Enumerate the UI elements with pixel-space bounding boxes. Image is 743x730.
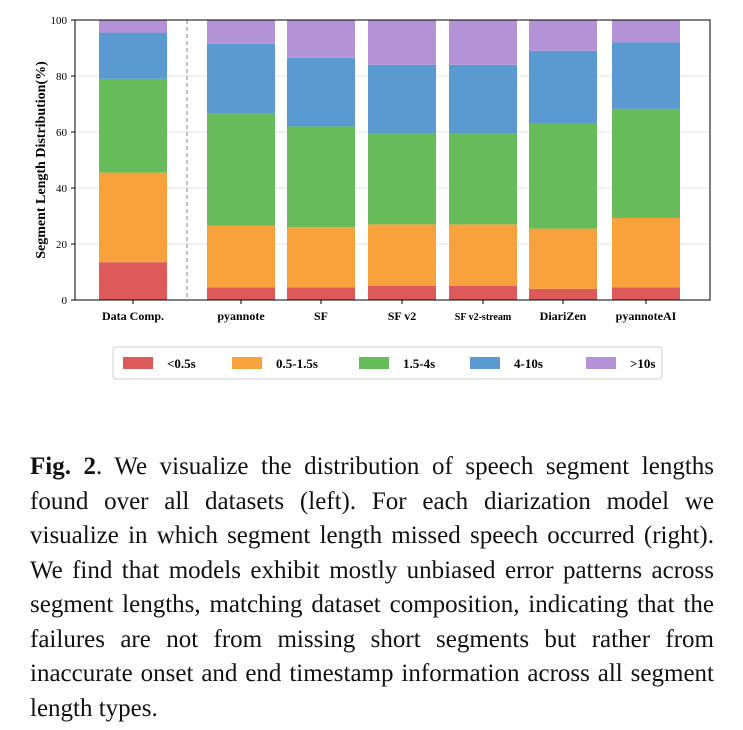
caption-text: . We visualize the distribution of speec… (30, 453, 715, 722)
x-tick-label: Data Comp. (102, 309, 164, 323)
legend-label: 1.5-4s (403, 356, 435, 371)
bar-segment (529, 20, 597, 51)
x-tick-label: DiariZen (540, 309, 587, 323)
bar-segment (529, 50, 597, 124)
y-tick-label: 80 (56, 71, 68, 83)
legend-swatch (586, 357, 616, 369)
bar-segment (449, 133, 517, 225)
bar-segment (612, 217, 680, 288)
bar-segment (529, 228, 597, 289)
y-axis-label: Segment Length Distribution(%) (34, 61, 49, 259)
bar-segment (449, 20, 517, 65)
legend-swatch (359, 357, 389, 369)
bar-segment (368, 133, 436, 225)
legend-label: 4-10s (514, 356, 543, 371)
bar-segment (449, 224, 517, 286)
legend-swatch (232, 357, 262, 369)
bar-segment (207, 20, 275, 44)
bar-segment (99, 262, 167, 300)
y-tick-label: 100 (51, 15, 68, 27)
legend-label: >10s (630, 356, 655, 371)
bar-segment (287, 126, 355, 228)
bar-segment (207, 225, 275, 288)
y-tick-label: 40 (56, 183, 68, 195)
bar-segment (99, 172, 167, 263)
bar-segment (287, 57, 355, 127)
legend: <0.5s 0.5-1.5s 1.5-4s 4-10s >10s (112, 346, 663, 380)
stacked-bar-chart: 0 20 40 60 80 100 Data Comp. pyannote SF SF v2 SF… (34, 15, 711, 380)
bar-segment (287, 287, 355, 300)
bar-segment (612, 20, 680, 43)
bar-segment (449, 286, 517, 300)
bar-segment (368, 224, 436, 286)
x-tick-label: SF v2 (388, 309, 417, 323)
y-axis-ticks: 0 20 40 60 80 100 (51, 15, 75, 307)
x-tick-label: SF (314, 309, 328, 323)
bar-segment (99, 20, 167, 33)
x-tick-label: SF v2-stream (455, 312, 512, 323)
bar-segment (368, 286, 436, 300)
bars (99, 20, 680, 300)
bar-segment (529, 123, 597, 229)
plot-frame (74, 19, 711, 301)
y-tick-label: 60 (56, 127, 68, 139)
bar-segment (529, 288, 597, 300)
bar-segment (99, 32, 167, 79)
bar-segment (368, 64, 436, 134)
bar-segment (207, 113, 275, 226)
bar-segment (99, 78, 167, 173)
bar-segment (287, 227, 355, 288)
caption-label: Fig. 2 (30, 453, 97, 480)
y-tick-label: 20 (56, 239, 68, 251)
x-tick-label: pyannoteAI (616, 309, 677, 323)
bar-segment (287, 20, 355, 58)
x-axis-ticks: Data Comp. pyannote SF SF v2 SF v2-stream Dia… (102, 300, 677, 323)
legend-label: <0.5s (167, 356, 196, 371)
legend-swatch (123, 357, 153, 369)
x-tick-label: pyannote (217, 309, 265, 323)
bar-segment (612, 287, 680, 300)
bar-segment (449, 64, 517, 134)
figure-caption: Fig. 2. We visualize the distribution of… (30, 450, 714, 726)
bar-segment (207, 43, 275, 114)
legend-swatch (470, 357, 500, 369)
bar-segment (612, 108, 680, 218)
bar-segment (612, 42, 680, 109)
y-tick-label: 0 (62, 295, 68, 307)
bar-segment (368, 20, 436, 65)
legend-label: 0.5-1.5s (276, 356, 318, 371)
bar-segment (207, 287, 275, 300)
